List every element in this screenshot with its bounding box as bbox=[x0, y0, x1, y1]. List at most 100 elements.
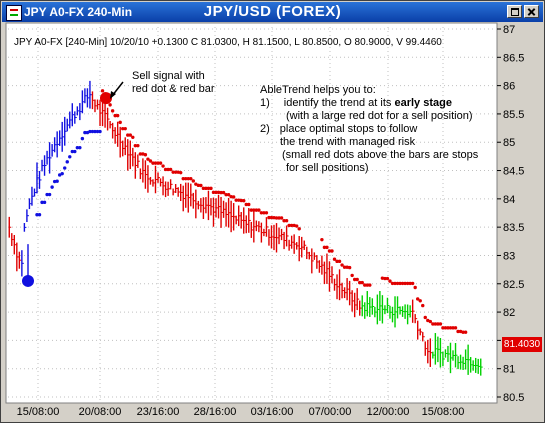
sell-stop-dot bbox=[325, 245, 329, 250]
item1-bold: early stage bbox=[394, 97, 452, 109]
sell-stop-dot bbox=[161, 164, 165, 168]
sell-stop-dot bbox=[113, 113, 117, 118]
buy-stop-dot bbox=[73, 149, 77, 154]
buy-stop-dot bbox=[80, 136, 85, 141]
sell-stop-dot bbox=[413, 285, 417, 290]
sell-stop-dot bbox=[264, 211, 269, 215]
sell-stop-dot bbox=[453, 326, 458, 330]
x-axis: 15/08:00 20/08:00 23/16:00 28/16:00 03/16:00… bbox=[17, 406, 465, 418]
restore-button[interactable] bbox=[507, 5, 522, 18]
item2-line-2: the trend with managed risk bbox=[280, 136, 416, 148]
sell-stop-dot bbox=[363, 283, 367, 287]
sell-stop-dot bbox=[393, 281, 397, 286]
window-title: JPY A0-FX 240-Min bbox=[24, 5, 133, 19]
sell-stop-dot bbox=[257, 208, 261, 212]
sell-stop-dot bbox=[123, 126, 127, 131]
sell-stop-dot bbox=[322, 245, 327, 250]
sell-stop-dot bbox=[259, 211, 264, 215]
sell-stop-dot bbox=[330, 249, 334, 253]
sell-stop-dot bbox=[352, 277, 357, 282]
sell-stop-dot bbox=[327, 249, 332, 253]
price-bars bbox=[8, 80, 483, 376]
sell-stop-dot bbox=[231, 195, 236, 199]
x-tick-label: 28/16:00 bbox=[194, 406, 237, 418]
sell-stop-dot bbox=[206, 186, 211, 191]
sell-stop-dot bbox=[408, 281, 412, 286]
sell-stop-dot bbox=[345, 265, 349, 269]
sell-stop-dot bbox=[335, 259, 339, 264]
sell-stop-dot bbox=[148, 159, 153, 163]
buy-stop-dot bbox=[47, 192, 52, 197]
sell-stop-dot bbox=[365, 283, 369, 287]
buy-stop-dot bbox=[70, 149, 74, 154]
y-tick-label: 84.5 bbox=[503, 166, 524, 178]
sell-stop-dot bbox=[274, 216, 279, 220]
sell-stop-dot bbox=[446, 326, 450, 330]
buy-stop-dot bbox=[75, 145, 80, 150]
sell-stop-dot bbox=[289, 223, 294, 228]
chart-app-icon[interactable] bbox=[6, 5, 22, 21]
buy-stop-dot bbox=[65, 160, 69, 164]
sell-stop-dot bbox=[368, 283, 372, 287]
buy-stop-dot bbox=[55, 179, 59, 183]
sell-stop-dot bbox=[171, 170, 175, 174]
x-tick-label: 03/16:00 bbox=[251, 406, 294, 418]
sell-stop-dot bbox=[269, 215, 274, 220]
buy-stop-dot bbox=[50, 185, 54, 189]
help-title: AbleTrend helps you to: bbox=[260, 84, 376, 96]
sell-stop-dot bbox=[133, 143, 138, 148]
sell-stop-dot bbox=[173, 170, 178, 174]
sell-stop-dot bbox=[221, 190, 226, 195]
sell-stop-dot bbox=[242, 199, 246, 203]
sell-stop-dot bbox=[226, 192, 231, 197]
buy-stop-dot bbox=[40, 200, 44, 205]
sell-stop-dot bbox=[236, 198, 241, 202]
sell-stop-dot bbox=[380, 276, 385, 280]
buy-stop-dot bbox=[90, 129, 95, 134]
x-tick-label: 20/08:00 bbox=[79, 406, 122, 418]
buy-stop-dot bbox=[37, 213, 42, 217]
sell-signal-arrowhead bbox=[110, 91, 116, 99]
last-price-tag: 81.4030 bbox=[502, 337, 542, 352]
sell-stop-dot bbox=[282, 218, 286, 223]
item2-number: 2) bbox=[260, 123, 270, 135]
close-button[interactable] bbox=[524, 5, 539, 18]
sell-stop-dot bbox=[136, 143, 140, 148]
sell-stop-dot bbox=[395, 281, 400, 286]
sell-stop-dot bbox=[340, 263, 344, 267]
buy-stop-dot bbox=[52, 179, 57, 184]
item2-line-3: (small red dots above the bars are stops bbox=[282, 149, 479, 161]
sell-stop-dot bbox=[191, 179, 196, 183]
buy-stop-dot bbox=[95, 129, 100, 134]
y-tick-label: 83 bbox=[503, 250, 515, 262]
sell-stop-dot bbox=[461, 330, 465, 334]
sell-stop-dot bbox=[115, 113, 120, 118]
buy-stop-dot bbox=[83, 130, 87, 135]
item2-line-1: place optimal stops to follow bbox=[279, 123, 418, 135]
sell-stop-dot bbox=[166, 167, 170, 172]
y-tick-label: 86.5 bbox=[503, 52, 524, 64]
buy-stop-dot bbox=[60, 171, 64, 176]
abletrend-annotation: AbleTrend helps you to: 1) identify the t… bbox=[260, 84, 478, 175]
y-tick-label: 85.5 bbox=[503, 109, 524, 121]
sell-stop-dot bbox=[247, 202, 251, 207]
sell-stop-dot bbox=[358, 280, 362, 285]
x-tick-label: 23/16:00 bbox=[137, 406, 180, 418]
sell-stop-dot bbox=[146, 157, 150, 161]
sell-stop-dot bbox=[287, 223, 291, 228]
sell-stop-dot bbox=[216, 190, 221, 195]
sell-stop-dot bbox=[416, 297, 420, 301]
sell-stop-dot bbox=[337, 259, 342, 264]
y-tick-label: 83.5 bbox=[503, 222, 524, 234]
sell-stop-dot bbox=[199, 183, 203, 188]
y-tick-label: 81 bbox=[503, 364, 515, 376]
signal-markers bbox=[22, 92, 112, 287]
title-bar[interactable]: JPY A0-FX 240-Min JPY/USD (FOREX) bbox=[2, 2, 543, 22]
y-tick-label: 86 bbox=[503, 81, 515, 93]
sell-stop-dot bbox=[108, 103, 112, 107]
buy-stop-dot bbox=[78, 145, 82, 150]
sell-stop-dot bbox=[405, 281, 410, 286]
sell-stop-dot bbox=[398, 281, 402, 286]
sell-stop-dot bbox=[110, 109, 115, 113]
